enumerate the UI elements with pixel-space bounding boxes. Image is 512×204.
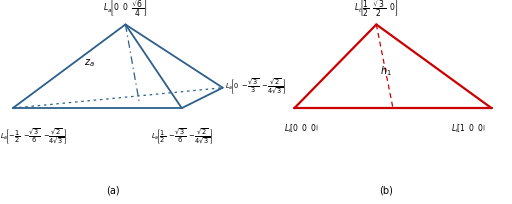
Text: $L_a\!\left[\dfrac{1}{2}\;\;{-}\dfrac{\sqrt{3}}{6}\;\;{-}\dfrac{\sqrt{2}}{4\sqrt: $L_a\!\left[\dfrac{1}{2}\;\;{-}\dfrac{\s…: [151, 126, 213, 147]
Text: $h_1$: $h_1$: [380, 64, 392, 78]
Text: $L_a\!\left[0\;\;{-}\dfrac{\sqrt{3}}{3}\;\;{-}\dfrac{\sqrt{2}}{4\sqrt{3}}\right]: $L_a\!\left[0\;\;{-}\dfrac{\sqrt{3}}{3}\…: [225, 77, 286, 97]
Text: (a): (a): [106, 186, 119, 196]
Text: $L_t\!\left[\dfrac{1}{2}\;\;\dfrac{\sqrt{3}}{2}\;\;0\right]$: $L_t\!\left[\dfrac{1}{2}\;\;\dfrac{\sqrt…: [354, 0, 398, 19]
Text: $L_a\!\left[0\;\;0\;\;\dfrac{\sqrt{6}}{4}\right]$: $L_a\!\left[0\;\;0\;\;\dfrac{\sqrt{6}}{4…: [103, 0, 148, 19]
Text: $L_t\!\left[1\;\;0\;\;0\right|$: $L_t\!\left[1\;\;0\;\;0\right|$: [451, 122, 485, 135]
Text: $L_a\!\left[{-}\dfrac{1}{2}\;\;{-}\dfrac{\sqrt{3}}{6}\;\;{-}\dfrac{\sqrt{2}}{4\s: $L_a\!\left[{-}\dfrac{1}{2}\;\;{-}\dfrac…: [0, 126, 68, 147]
Text: (b): (b): [379, 186, 394, 196]
Text: $z_a$: $z_a$: [84, 57, 95, 69]
Text: $L_t\!\left[0\;\;0\;\;0\right|$: $L_t\!\left[0\;\;0\;\;0\right|$: [284, 122, 318, 135]
